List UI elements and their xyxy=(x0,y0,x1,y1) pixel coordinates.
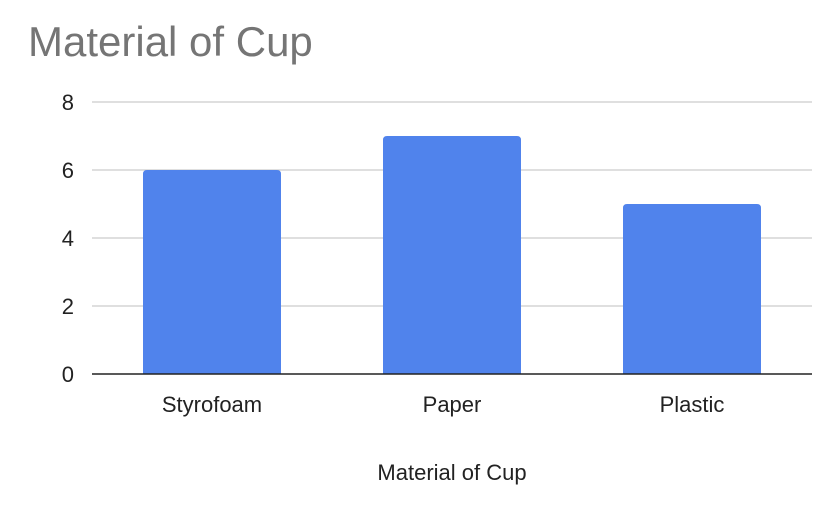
y-tick-label: 2 xyxy=(62,294,74,319)
x-tick-label: Styrofoam xyxy=(162,392,262,417)
bars xyxy=(143,136,761,374)
y-tick-label: 8 xyxy=(62,90,74,115)
bar-styrofoam xyxy=(143,170,281,374)
x-axis-title: Material of Cup xyxy=(377,460,526,485)
y-tick-label: 6 xyxy=(62,158,74,183)
x-tick-label: Paper xyxy=(423,392,482,417)
y-tick-label: 0 xyxy=(62,362,74,387)
y-tick-label: 4 xyxy=(62,226,74,251)
x-tick-label: Plastic xyxy=(660,392,725,417)
chart-title: Material of Cup xyxy=(28,18,313,65)
bar-plastic xyxy=(623,204,761,374)
y-axis-tick-labels: 0 2 4 6 8 xyxy=(62,90,74,387)
bar-paper xyxy=(383,136,521,374)
x-axis-tick-labels: Styrofoam Paper Plastic xyxy=(162,392,725,417)
